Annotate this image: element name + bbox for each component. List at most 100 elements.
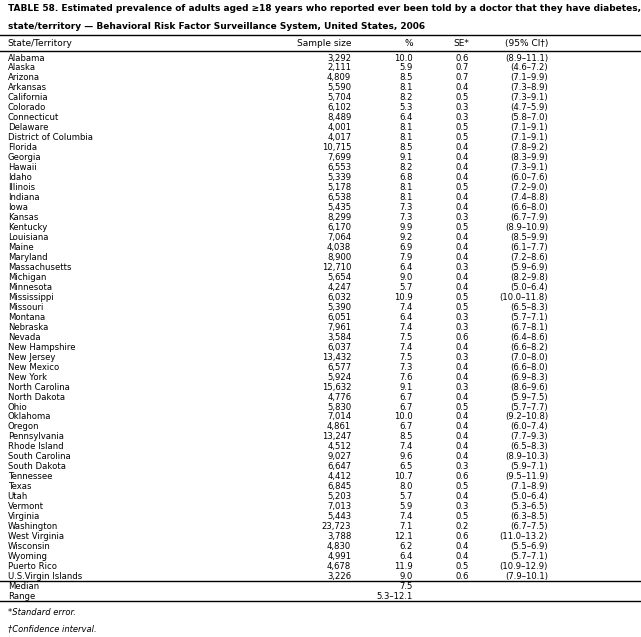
Text: 0.4: 0.4 <box>456 392 469 401</box>
Text: (5.9–7.5): (5.9–7.5) <box>510 392 548 401</box>
Text: (7.3–8.9): (7.3–8.9) <box>510 83 548 92</box>
Text: (7.7–9.3): (7.7–9.3) <box>510 433 548 441</box>
Text: 0.5: 0.5 <box>456 293 469 302</box>
Text: 4,776: 4,776 <box>327 392 351 401</box>
Text: 5,203: 5,203 <box>327 492 351 501</box>
Text: 4,017: 4,017 <box>327 133 351 142</box>
Text: Mississippi: Mississippi <box>8 293 53 302</box>
Text: State/Territory: State/Territory <box>8 39 72 48</box>
Text: 6.4: 6.4 <box>399 552 413 561</box>
Text: (5.9–6.9): (5.9–6.9) <box>510 263 548 272</box>
Text: SE*: SE* <box>453 39 469 48</box>
Text: South Carolina: South Carolina <box>8 452 71 461</box>
Text: (7.2–8.6): (7.2–8.6) <box>510 253 548 262</box>
Text: 0.6: 0.6 <box>456 572 469 581</box>
Text: 0.7: 0.7 <box>456 73 469 82</box>
Text: Range: Range <box>8 592 35 601</box>
Text: 0.5: 0.5 <box>456 183 469 192</box>
Text: 6.4: 6.4 <box>399 313 413 322</box>
Text: 0.4: 0.4 <box>456 203 469 212</box>
Text: 0.4: 0.4 <box>456 154 469 162</box>
Text: 4,678: 4,678 <box>327 562 351 571</box>
Text: 2,111: 2,111 <box>327 64 351 73</box>
Text: *Standard error.: *Standard error. <box>8 608 76 617</box>
Text: Wisconsin: Wisconsin <box>8 542 51 551</box>
Text: Oklahoma: Oklahoma <box>8 413 51 422</box>
Text: 5,704: 5,704 <box>327 94 351 103</box>
Text: 6,051: 6,051 <box>327 313 351 322</box>
Text: (7.1–9.9): (7.1–9.9) <box>510 73 548 82</box>
Text: 0.5: 0.5 <box>456 403 469 412</box>
Text: 4,991: 4,991 <box>327 552 351 561</box>
Text: 9.2: 9.2 <box>399 233 413 242</box>
Text: 0.4: 0.4 <box>456 283 469 292</box>
Text: 0.3: 0.3 <box>456 263 469 272</box>
Text: 8,299: 8,299 <box>327 213 351 222</box>
Text: 9,027: 9,027 <box>327 452 351 461</box>
Text: 7.4: 7.4 <box>399 303 413 311</box>
Text: 0.4: 0.4 <box>456 492 469 501</box>
Text: (95% CI†): (95% CI†) <box>504 39 548 48</box>
Text: (7.1–9.1): (7.1–9.1) <box>510 124 548 132</box>
Text: Nevada: Nevada <box>8 333 40 341</box>
Text: (7.1–9.1): (7.1–9.1) <box>510 133 548 142</box>
Text: 6,170: 6,170 <box>327 223 351 232</box>
Text: (6.6–8.2): (6.6–8.2) <box>510 343 548 352</box>
Text: Puerto Rico: Puerto Rico <box>8 562 56 571</box>
Text: (8.5–9.9): (8.5–9.9) <box>510 233 548 242</box>
Text: 6.5: 6.5 <box>399 462 413 471</box>
Text: Kentucky: Kentucky <box>8 223 47 232</box>
Text: 3,788: 3,788 <box>327 532 351 541</box>
Text: 13,432: 13,432 <box>322 353 351 362</box>
Text: (6.7–7.9): (6.7–7.9) <box>510 213 548 222</box>
Text: (6.9–8.3): (6.9–8.3) <box>510 373 548 382</box>
Text: 15,632: 15,632 <box>322 383 351 392</box>
Text: Alabama: Alabama <box>8 54 46 62</box>
Text: %: % <box>404 39 413 48</box>
Text: 3,292: 3,292 <box>327 54 351 62</box>
Text: (5.3–6.5): (5.3–6.5) <box>510 502 548 512</box>
Text: 7,014: 7,014 <box>327 413 351 422</box>
Text: District of Columbia: District of Columbia <box>8 133 93 142</box>
Text: 0.3: 0.3 <box>456 383 469 392</box>
Text: 5,654: 5,654 <box>327 273 351 282</box>
Text: 0.3: 0.3 <box>456 323 469 332</box>
Text: (8.6–9.6): (8.6–9.6) <box>510 383 548 392</box>
Text: Missouri: Missouri <box>8 303 43 311</box>
Text: North Dakota: North Dakota <box>8 392 65 401</box>
Text: Wyoming: Wyoming <box>8 552 47 561</box>
Text: (5.5–6.9): (5.5–6.9) <box>510 542 548 551</box>
Text: New Mexico: New Mexico <box>8 362 59 371</box>
Text: Massachusetts: Massachusetts <box>8 263 71 272</box>
Text: 6.7: 6.7 <box>399 392 413 401</box>
Text: 0.3: 0.3 <box>456 353 469 362</box>
Text: 4,809: 4,809 <box>327 73 351 82</box>
Text: 0.5: 0.5 <box>456 482 469 491</box>
Text: (5.9–7.1): (5.9–7.1) <box>510 462 548 471</box>
Text: Arizona: Arizona <box>8 73 40 82</box>
Text: 6.4: 6.4 <box>399 113 413 122</box>
Text: Hawaii: Hawaii <box>8 163 37 172</box>
Text: 0.5: 0.5 <box>456 223 469 232</box>
Text: 0.4: 0.4 <box>456 422 469 431</box>
Text: 10,715: 10,715 <box>322 143 351 152</box>
Text: 5,590: 5,590 <box>327 83 351 92</box>
Text: Georgia: Georgia <box>8 154 41 162</box>
Text: Oregon: Oregon <box>8 422 39 431</box>
Text: 9.9: 9.9 <box>399 223 413 232</box>
Text: Indiana: Indiana <box>8 193 39 202</box>
Text: (7.3–9.1): (7.3–9.1) <box>510 94 548 103</box>
Text: 6,102: 6,102 <box>327 103 351 112</box>
Text: 7.6: 7.6 <box>399 373 413 382</box>
Text: New York: New York <box>8 373 47 382</box>
Text: 8.2: 8.2 <box>399 94 413 103</box>
Text: 0.6: 0.6 <box>456 472 469 482</box>
Text: 6,553: 6,553 <box>327 163 351 172</box>
Text: 8,489: 8,489 <box>327 113 351 122</box>
Text: Maine: Maine <box>8 243 33 252</box>
Text: Washington: Washington <box>8 522 58 531</box>
Text: 5.3–12.1: 5.3–12.1 <box>376 592 413 601</box>
Text: (6.7–8.1): (6.7–8.1) <box>510 323 548 332</box>
Text: (7.4–8.8): (7.4–8.8) <box>510 193 548 202</box>
Text: 4,247: 4,247 <box>327 283 351 292</box>
